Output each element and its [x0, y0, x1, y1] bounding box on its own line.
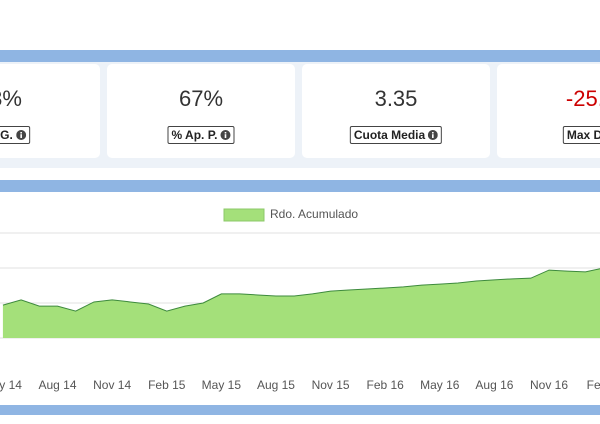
x-tick-label: Nov 15 — [312, 378, 350, 392]
separator-band — [0, 180, 600, 192]
chart: Rdo. Acumulado y 14 Aug 14 Nov 14 Feb 15 May … — [0, 207, 600, 392]
stat-label[interactable]: % Ap. P. — [167, 126, 235, 144]
x-tick-label: Aug 16 — [475, 378, 513, 392]
footer-band — [0, 405, 600, 415]
stat-label-text: % Ap. P. — [171, 128, 218, 142]
card-row: 3% p. G. 67% % Ap. P. 3.35 Cuota Media -25.5 Ma… — [0, 62, 600, 168]
area-line — [2, 268, 600, 312]
x-tick-label: y 14 — [0, 378, 22, 392]
legend-label: Rdo. Acumulado — [270, 207, 358, 221]
stat-label[interactable]: Cuota Media — [349, 126, 443, 144]
x-tick-label: Feb 15 — [148, 378, 186, 392]
stat-card: 67% % Ap. P. — [107, 64, 295, 158]
stat-label-text: Cuota Media — [353, 128, 426, 142]
stat-value: 3% — [0, 86, 22, 111]
x-tick-label: Fe — [587, 378, 600, 392]
stat-card: -25.5 Max D — [497, 64, 600, 158]
x-tick-label: Aug 14 — [39, 378, 77, 392]
stat-label-text: p. G. — [0, 128, 13, 142]
stat-label-text: Max D — [566, 128, 600, 142]
x-tick-label: Aug 15 — [257, 378, 295, 392]
stat-value: 67% — [178, 86, 224, 111]
info-icon[interactable] — [428, 130, 439, 140]
info-icon[interactable] — [220, 130, 231, 140]
x-tick-label: May 15 — [202, 378, 242, 392]
area — [2, 268, 600, 338]
x-tick-label: May 16 — [420, 378, 460, 392]
stat-card: 3.35 Cuota Media — [302, 64, 490, 158]
stat-card: 3% p. G. — [0, 64, 100, 158]
stat-label[interactable]: Max D — [562, 126, 600, 144]
stat-label[interactable]: p. G. — [0, 126, 30, 144]
stat-value: -25.5 — [565, 86, 600, 111]
x-tick-label: Nov 16 — [530, 378, 568, 392]
x-tick-label: Feb 16 — [367, 378, 405, 392]
legend-swatch — [223, 208, 265, 222]
stat-value: 3.35 — [374, 86, 418, 111]
info-icon[interactable] — [15, 130, 26, 140]
header-band — [0, 50, 600, 62]
x-tick-label: Nov 14 — [93, 378, 131, 392]
